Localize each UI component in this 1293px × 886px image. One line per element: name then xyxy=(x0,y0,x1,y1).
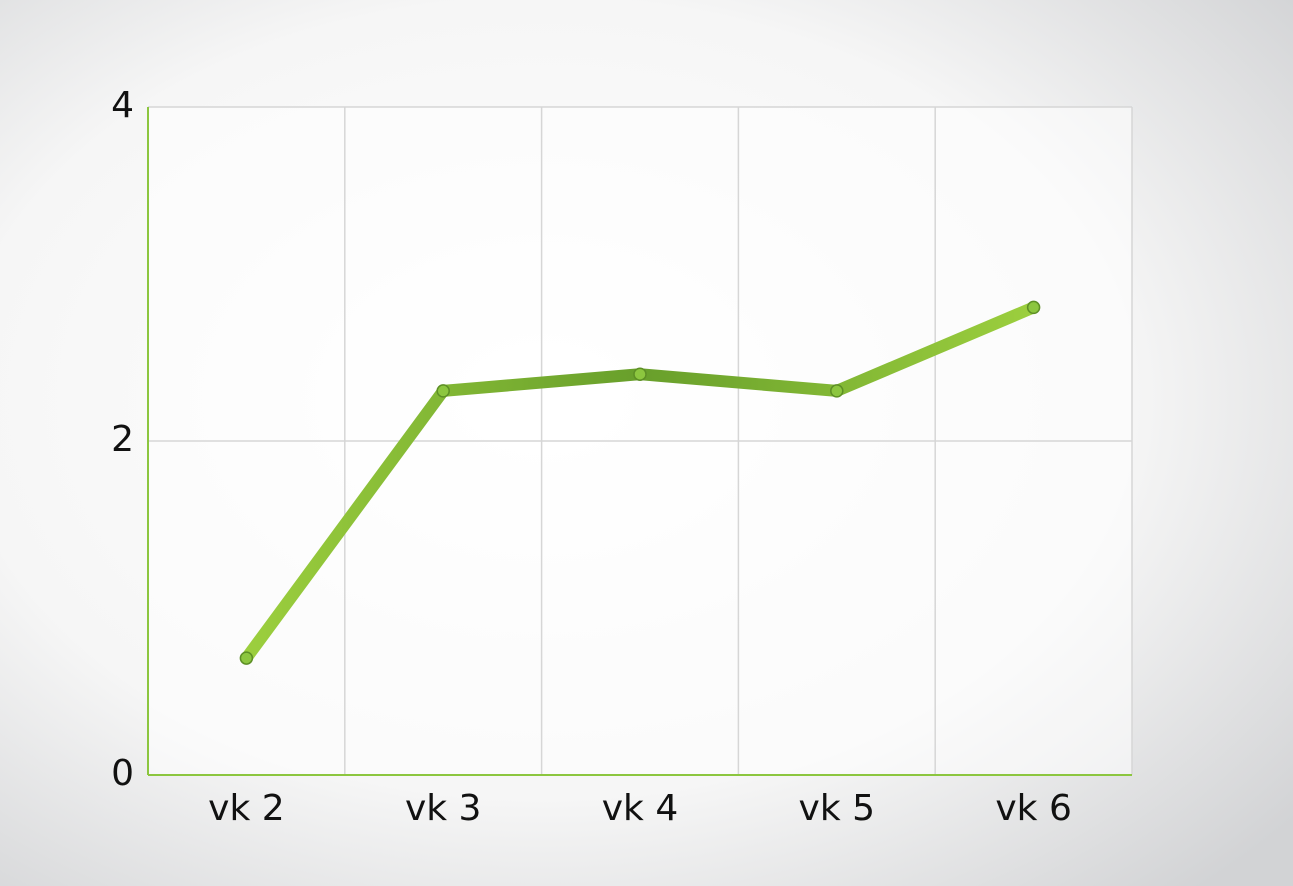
point xyxy=(830,384,844,398)
y-tick-label: 4 xyxy=(111,85,134,126)
x-tick-label: vk 5 xyxy=(799,788,876,829)
x-tick-label: vk 2 xyxy=(208,788,285,829)
point xyxy=(1026,300,1041,315)
point xyxy=(436,384,450,398)
x-tick-label: vk 6 xyxy=(995,788,1072,829)
y-tick-label: 2 xyxy=(111,419,134,460)
x-tick-label: vk 4 xyxy=(602,788,679,829)
x-tick-label: vk 3 xyxy=(405,788,482,829)
y-tick-label: 0 xyxy=(111,753,134,794)
point xyxy=(239,651,254,665)
point xyxy=(633,367,647,381)
